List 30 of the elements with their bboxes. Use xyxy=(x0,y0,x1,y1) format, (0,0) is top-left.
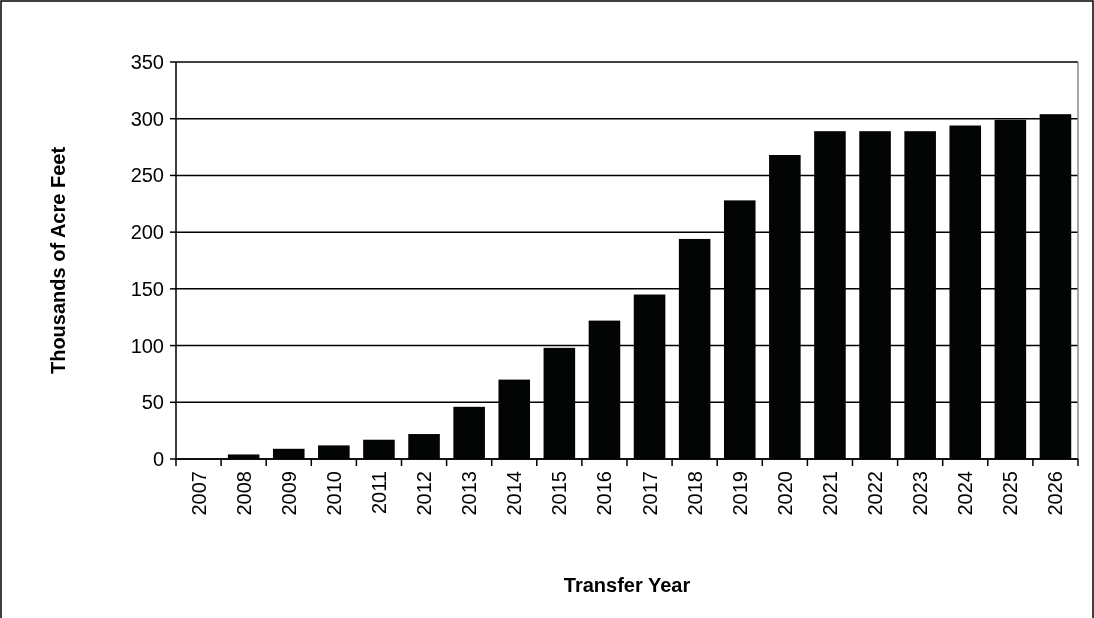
y-tick-label: 100 xyxy=(130,334,164,357)
y-axis-title: Thousands of Acre Feet xyxy=(47,146,69,375)
y-tick-label: 350 xyxy=(130,51,164,73)
y-tick-label: 250 xyxy=(130,164,164,187)
x-tick-label: 2021 xyxy=(818,471,841,516)
x-tick-label: 2012 xyxy=(413,471,436,516)
x-tick-label: 2009 xyxy=(277,471,300,516)
x-tick-label: 2020 xyxy=(773,471,796,516)
x-tick-label: 2025 xyxy=(999,471,1022,516)
x-tick-label: 2011 xyxy=(367,471,390,515)
x-tick-label: 2010 xyxy=(322,471,345,516)
x-tick-label: 2022 xyxy=(864,471,887,516)
x-tick-label: 2026 xyxy=(1044,471,1067,516)
x-tick-label: 2013 xyxy=(458,471,481,516)
x-tick-label: 2019 xyxy=(728,471,751,516)
y-tick-label: 0 xyxy=(152,448,164,470)
y-tick-label: 200 xyxy=(130,221,164,244)
y-tick-label: 300 xyxy=(130,107,164,130)
y-tick-label: 50 xyxy=(141,391,164,414)
x-tick-label: 2023 xyxy=(909,471,932,516)
x-tick-label: 2016 xyxy=(593,471,616,516)
x-tick-label: 2017 xyxy=(638,471,661,516)
x-tick-label: 2024 xyxy=(954,471,977,516)
x-tick-label: 2015 xyxy=(548,471,571,516)
x-tick-label: 2018 xyxy=(683,471,706,516)
x-tick-label: 2014 xyxy=(503,471,526,516)
x-axis-title: Transfer Year xyxy=(563,574,691,596)
x-tick-label: 2007 xyxy=(187,471,210,516)
y-tick-label: 150 xyxy=(130,277,164,300)
x-tick-label: 2008 xyxy=(232,471,255,516)
